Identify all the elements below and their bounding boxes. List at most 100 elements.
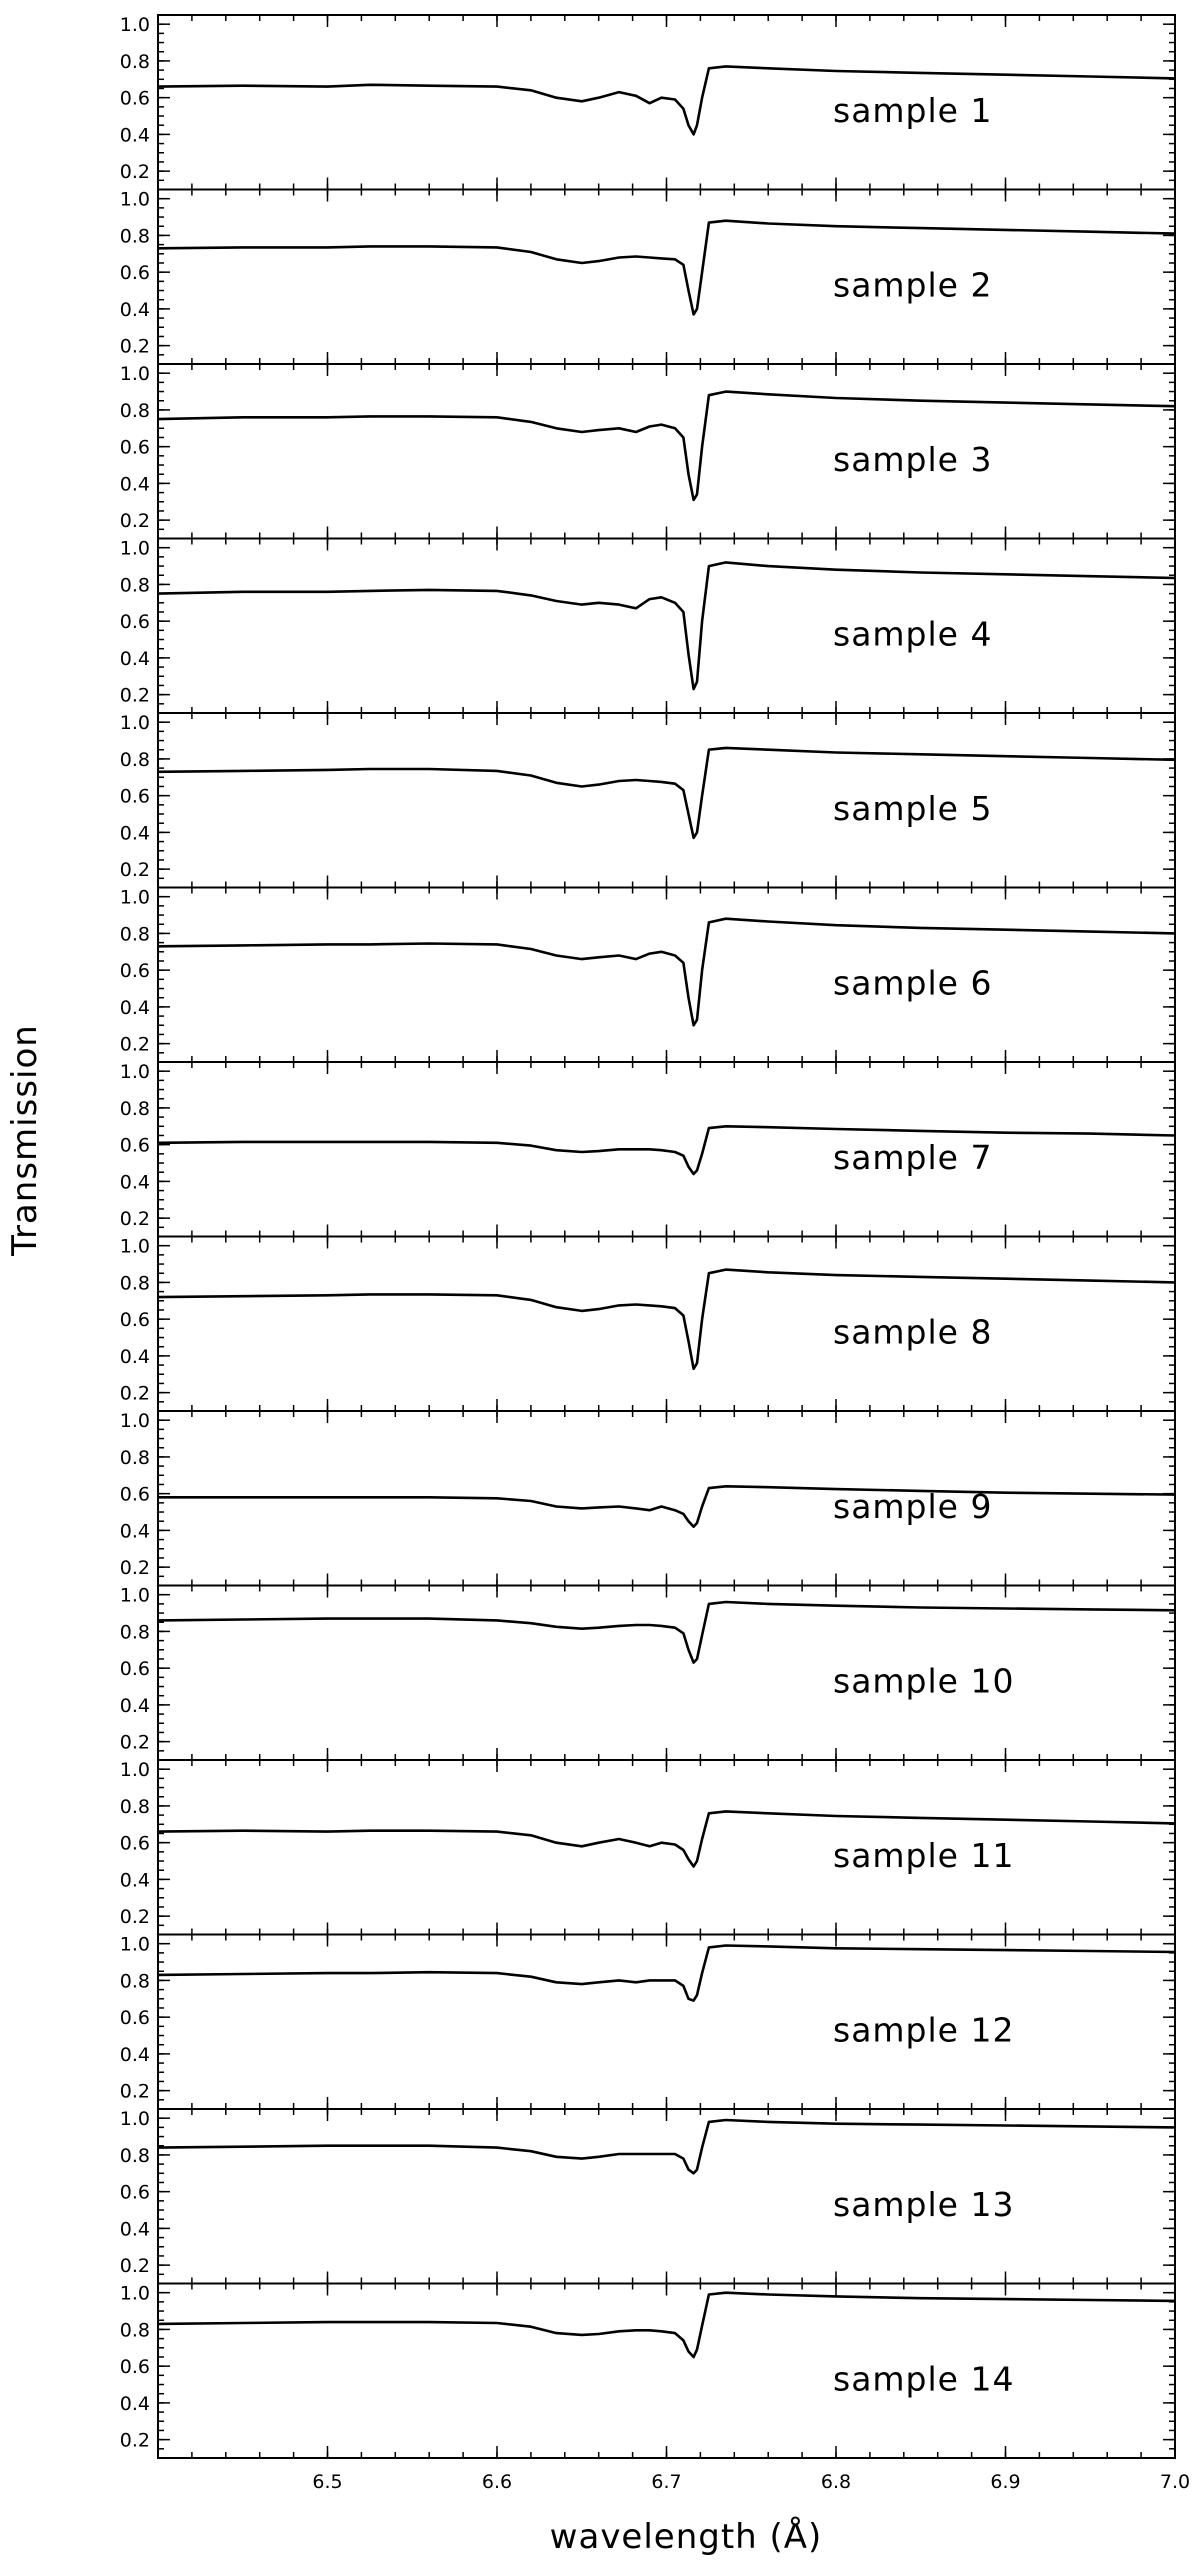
- panel: 0.2 0.4 0.6 0.8 1.0 sample 6: [120, 886, 1176, 1063]
- panel-frame: [157, 1759, 1176, 1936]
- y-tick-label: 0.6: [120, 2007, 150, 2029]
- panel: 0.2 0.4 0.6 0.8 1.0 sample 3: [120, 363, 1176, 540]
- panel-frame: [157, 2282, 1176, 2459]
- y-tick-label: 0.4: [120, 1869, 150, 1891]
- panel-frame: [157, 363, 1176, 540]
- y-tick-label: 0.2: [120, 1906, 150, 1928]
- sample-label: sample 5: [833, 789, 992, 828]
- panel: 0.2 0.4 0.6 0.8 1.0 sample 14: [120, 2282, 1176, 2459]
- y-tick-label: 1.0: [120, 1585, 150, 1607]
- sample-label: sample 9: [833, 1487, 992, 1526]
- series-line: [157, 1944, 1176, 2002]
- y-tick-label: 0.4: [120, 1520, 150, 1542]
- y-tick-label: 0.4: [120, 1346, 150, 1368]
- y-tick-label: 1.0: [120, 2108, 150, 2130]
- y-tick-label: 1.0: [120, 887, 150, 909]
- y-tick-label: 0.8: [120, 51, 150, 73]
- y-tick-label: 0.8: [120, 1621, 150, 1643]
- y-tick-label: 1.0: [120, 1236, 150, 1258]
- series-line: [157, 2291, 1176, 2359]
- y-tick-label: 0.8: [120, 2145, 150, 2167]
- y-tick-label: 0.8: [120, 1272, 150, 1294]
- x-tick-label: 6.6: [482, 2471, 512, 2493]
- sample-label: sample 11: [833, 1836, 1014, 1875]
- y-tick-label: 0.6: [120, 611, 150, 633]
- y-tick-label: 0.2: [120, 1732, 150, 1754]
- panel-frame: [157, 14, 1176, 191]
- y-tick-label: 0.4: [120, 1171, 150, 1193]
- panel: 0.2 0.4 0.6 0.8 1.0 sample 13: [120, 2108, 1176, 2285]
- sample-label: sample 2: [833, 266, 992, 305]
- sample-label: sample 3: [833, 440, 992, 479]
- sample-label: sample 13: [833, 2185, 1014, 2224]
- panel: 0.2 0.4 0.6 0.8 1.0 sample 8: [120, 1235, 1176, 1412]
- y-tick-label: 0.8: [120, 923, 150, 945]
- y-tick-label: 0.2: [120, 1557, 150, 1579]
- y-tick-label: 0.8: [120, 1447, 150, 1469]
- series-line: [157, 390, 1176, 502]
- sample-label: sample 8: [833, 1313, 992, 1352]
- y-tick-label: 0.8: [120, 1970, 150, 1992]
- y-tick-label: 0.6: [120, 1833, 150, 1855]
- y-tick-label: 0.4: [120, 473, 150, 495]
- y-tick-label: 0.6: [120, 960, 150, 982]
- y-tick-label: 0.2: [120, 336, 150, 358]
- series-line: [157, 2118, 1176, 2175]
- y-tick-label: 0.2: [120, 2255, 150, 2277]
- y-tick-label: 0.8: [120, 225, 150, 247]
- y-tick-label: 0.4: [120, 2393, 150, 2415]
- y-tick-label: 0.6: [120, 1135, 150, 1157]
- sample-label: sample 4: [833, 615, 992, 654]
- y-tick-label: 0.8: [120, 574, 150, 596]
- series-line: [157, 917, 1176, 1027]
- panel-frame: [157, 1061, 1176, 1238]
- panel: 0.2 0.4 0.6 0.8 1.0 sample 1: [120, 14, 1176, 191]
- series-line: [157, 1600, 1176, 1664]
- y-tick-label: 0.8: [120, 1796, 150, 1818]
- y-tick-label: 0.6: [120, 1658, 150, 1680]
- x-tick-label: 6.5: [312, 2471, 342, 2493]
- x-tick-label: 6.7: [651, 2471, 681, 2493]
- y-tick-label: 0.6: [120, 2182, 150, 2204]
- panels-layer: 0.2 0.4 0.6 0.8 1.0 sample 1 0.2 0.4 0.6 0.8 1.0 sa…: [120, 14, 1176, 2459]
- panel: 0.2 0.4 0.6 0.8 1.0 sample 7: [120, 1061, 1176, 1238]
- panel-frame: [157, 1584, 1176, 1761]
- sample-label: sample 6: [833, 964, 992, 1003]
- y-tick-label: 0.2: [120, 1383, 150, 1405]
- panel: 0.2 0.4 0.6 0.8 1.0 sample 12: [120, 1933, 1176, 2110]
- series-line: [157, 1125, 1176, 1176]
- series-line: [157, 1810, 1176, 1868]
- y-tick-label: 1.0: [120, 1759, 150, 1781]
- y-tick-label: 0.2: [120, 2081, 150, 2103]
- y-tick-label: 1.0: [120, 1934, 150, 1956]
- panel-frame: [157, 2108, 1176, 2285]
- y-tick-label: 0.2: [120, 685, 150, 707]
- y-tick-label: 0.6: [120, 1309, 150, 1331]
- y-tick-label: 0.2: [120, 1034, 150, 1056]
- y-tick-label: 0.8: [120, 2319, 150, 2341]
- series-line: [157, 561, 1176, 691]
- y-tick-label: 0.6: [120, 2356, 150, 2378]
- y-tick-label: 0.4: [120, 2044, 150, 2066]
- x-tick-label: 7.0: [1160, 2471, 1190, 2493]
- y-tick-label: 0.4: [120, 822, 150, 844]
- y-tick-label: 1.0: [120, 538, 150, 560]
- y-tick-label: 1.0: [120, 1061, 150, 1083]
- sample-label: sample 10: [833, 1662, 1014, 1701]
- panel-frame: [157, 886, 1176, 1063]
- y-tick-label: 0.4: [120, 648, 150, 670]
- series-line: [157, 65, 1176, 136]
- x-tick-label: 6.8: [821, 2471, 851, 2493]
- y-tick-label: 1.0: [120, 363, 150, 385]
- y-tick-label: 0.2: [120, 1208, 150, 1230]
- panel: 0.2 0.4 0.6 0.8 1.0 sample 9: [120, 1410, 1176, 1587]
- y-tick-label: 1.0: [120, 1410, 150, 1432]
- panel: 0.2 0.4 0.6 0.8 1.0 sample 11: [120, 1759, 1176, 1936]
- y-tick-label: 0.4: [120, 124, 150, 146]
- panel: 0.2 0.4 0.6 0.8 1.0 sample 10: [120, 1584, 1176, 1761]
- panel-frame: [157, 188, 1176, 365]
- y-tick-label: 1.0: [120, 2283, 150, 2305]
- panel-frame: [157, 1933, 1176, 2110]
- y-tick-label: 1.0: [120, 712, 150, 734]
